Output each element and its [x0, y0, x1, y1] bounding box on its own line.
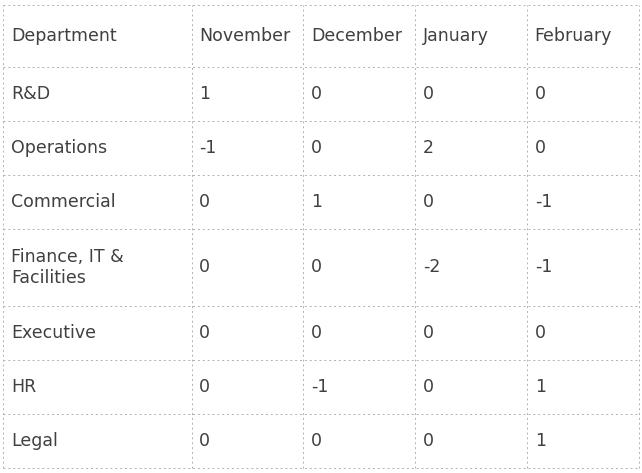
Text: -1: -1 — [535, 193, 552, 210]
Text: January: January — [423, 26, 489, 44]
Text: 0: 0 — [535, 324, 546, 342]
Text: 1: 1 — [535, 378, 546, 396]
Text: 0: 0 — [423, 324, 434, 342]
Text: HR: HR — [11, 378, 36, 396]
Text: -1: -1 — [535, 258, 552, 276]
Text: November: November — [200, 26, 291, 44]
Text: 0: 0 — [200, 432, 211, 450]
Text: 0: 0 — [311, 432, 322, 450]
Text: 0: 0 — [311, 139, 322, 157]
Text: December: December — [311, 26, 402, 44]
Text: 0: 0 — [200, 324, 211, 342]
Text: 0: 0 — [423, 432, 434, 450]
Text: Commercial: Commercial — [11, 193, 116, 210]
Text: 0: 0 — [200, 258, 211, 276]
Text: -1: -1 — [200, 139, 217, 157]
Text: 0: 0 — [423, 378, 434, 396]
Text: 0: 0 — [200, 193, 211, 210]
Text: 1: 1 — [535, 432, 546, 450]
Text: Operations: Operations — [11, 139, 107, 157]
Text: R&D: R&D — [11, 85, 50, 103]
Text: -1: -1 — [311, 378, 329, 396]
Text: 0: 0 — [423, 193, 434, 210]
Text: Executive: Executive — [11, 324, 96, 342]
Text: 0: 0 — [311, 324, 322, 342]
Text: Department: Department — [11, 26, 117, 44]
Text: 0: 0 — [311, 85, 322, 103]
Text: Finance, IT &
Facilities: Finance, IT & Facilities — [11, 248, 124, 287]
Text: Legal: Legal — [11, 432, 58, 450]
Text: 0: 0 — [200, 378, 211, 396]
Text: 2: 2 — [423, 139, 434, 157]
Text: 0: 0 — [535, 85, 546, 103]
Text: 1: 1 — [311, 193, 322, 210]
Text: 1: 1 — [200, 85, 211, 103]
Text: February: February — [535, 26, 612, 44]
Text: 0: 0 — [311, 258, 322, 276]
Text: 0: 0 — [535, 139, 546, 157]
Text: -2: -2 — [423, 258, 440, 276]
Text: 0: 0 — [423, 85, 434, 103]
